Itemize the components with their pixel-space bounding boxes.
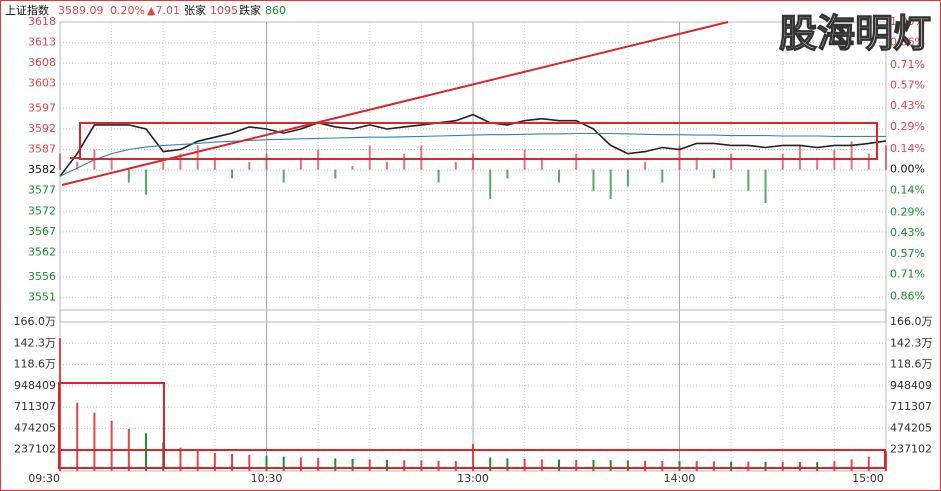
x-tick-label: 10:30 xyxy=(251,472,283,485)
y2-tick-label: 0.00% xyxy=(890,163,925,176)
y2-tick-label: 0.57% xyxy=(890,79,925,92)
y2-tick-label: 142.3万 xyxy=(890,336,933,349)
y2-tick-label: 166.0万 xyxy=(890,315,933,328)
down-label: 跌家 xyxy=(239,3,261,17)
y-tick-label: 3608 xyxy=(28,56,56,69)
labels: 上证指数 3589.09 0.20% ▲7.01 张家 1095 跌家 860 … xyxy=(5,3,933,485)
y-tick-label: 142.3万 xyxy=(14,336,57,349)
y2-tick-label: 0.43% xyxy=(890,226,925,239)
y2-tick-label: 474205 xyxy=(890,421,932,434)
y-tick-label: 3603 xyxy=(28,77,56,90)
y-tick-label: 3556 xyxy=(28,270,56,283)
y2-tick-label: 118.6万 xyxy=(890,358,933,371)
y-tick-label: 711307 xyxy=(14,400,56,413)
y-tick-label: 3572 xyxy=(28,204,56,217)
index-price: 3589.09 xyxy=(58,4,104,17)
y2-tick-label: 1.00% xyxy=(890,15,925,28)
y-tick-label: 166.0万 xyxy=(14,315,57,328)
change-pct: 0.20% xyxy=(110,4,145,17)
x-tick-label: 14:00 xyxy=(664,472,696,485)
y2-tick-label: 948409 xyxy=(890,379,932,392)
y-tick-label: 118.6万 xyxy=(14,358,57,371)
y2-tick-label: 0.29% xyxy=(890,120,925,133)
y2-tick-label: 0.57% xyxy=(890,247,925,260)
y-tick-label: 3587 xyxy=(28,143,56,156)
marks xyxy=(59,113,887,471)
y2-tick-label: 0.71% xyxy=(890,268,925,281)
down-count: 860 xyxy=(265,4,286,17)
trend-line xyxy=(61,21,729,186)
y-tick-label: 474205 xyxy=(14,421,56,434)
up-count: 1095 xyxy=(210,4,238,17)
y-tick-label: 3562 xyxy=(28,245,56,258)
y-tick-label: 3592 xyxy=(28,122,56,135)
average-line xyxy=(59,132,886,177)
y-tick-label: 948409 xyxy=(14,379,56,392)
y-tick-label: 3618 xyxy=(28,15,56,28)
y-tick-label: 3577 xyxy=(28,184,56,197)
price-line xyxy=(59,113,887,177)
y-tick-label: 3613 xyxy=(28,36,56,49)
y2-tick-label: 0.29% xyxy=(890,206,925,219)
range-box xyxy=(79,122,878,160)
y2-tick-label: 0.43% xyxy=(890,99,925,112)
index-name: 上证指数 xyxy=(5,3,49,17)
up-label: 张家 xyxy=(184,3,206,17)
y-tick-label: 3567 xyxy=(28,225,56,238)
volume-band xyxy=(58,449,886,469)
y2-tick-label: 0.14% xyxy=(890,142,925,155)
y2-tick-label: 237102 xyxy=(890,443,932,456)
x-tick-label: 13:00 xyxy=(457,472,489,485)
y-tick-label: 3597 xyxy=(28,101,56,114)
annotations xyxy=(58,21,886,469)
y2-tick-label: 711307 xyxy=(890,400,932,413)
y2-tick-label: 0.86% xyxy=(890,36,925,49)
y-tick-label: 237102 xyxy=(14,443,56,456)
y2-tick-label: 0.71% xyxy=(890,58,925,71)
y2-tick-label: 0.14% xyxy=(890,183,925,196)
x-tick-label: 15:00 xyxy=(852,472,884,485)
y-tick-label: 3551 xyxy=(28,291,56,304)
y2-tick-label: 0.86% xyxy=(890,290,925,303)
x-tick-label: 09:30 xyxy=(28,472,60,485)
watermark: 股海明灯 xyxy=(779,12,931,56)
change: ▲7.01 xyxy=(147,4,180,17)
y-tick-label: 3582 xyxy=(28,163,56,176)
